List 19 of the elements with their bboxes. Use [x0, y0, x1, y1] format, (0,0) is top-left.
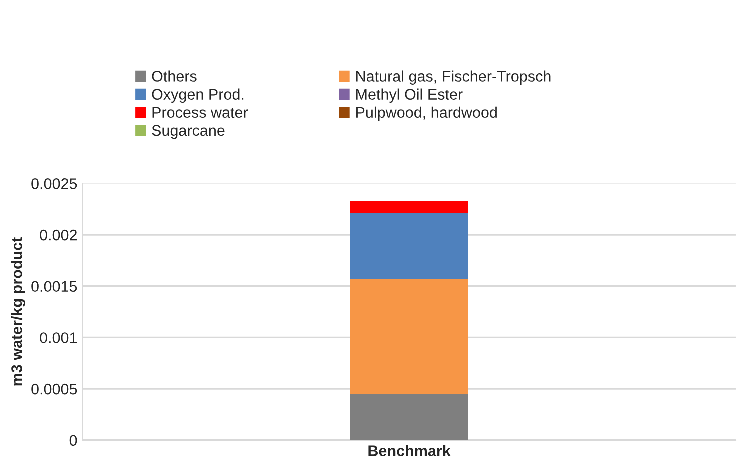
legend-label: Methyl Oil Ester — [356, 88, 463, 104]
y-axis-title: m3 water/kg product — [11, 238, 26, 386]
y-tick-label: 0.0025 — [32, 178, 78, 190]
legend-label: Process water — [152, 107, 248, 118]
legend-label: Sugarcane — [152, 125, 225, 140]
legend-label: Others — [152, 70, 197, 82]
legend-label: Natural gas, Fischer-Tropsch — [356, 70, 551, 85]
y-tick-label: 0.001 — [40, 332, 78, 344]
bar — [350, 279, 468, 394]
legend-label: Pulpwood, hardwood — [356, 106, 497, 122]
y-tick-label: 0.002 — [40, 230, 77, 241]
x-tick-label: Benchmark — [368, 445, 451, 456]
y-tick-label: 0.0015 — [32, 281, 78, 292]
y-tick-label: 0 — [70, 435, 78, 446]
legend-label: Oxygen Prod. — [152, 88, 244, 104]
bar — [350, 201, 468, 214]
y-tick-label: 0.0005 — [32, 384, 78, 395]
bar — [350, 213, 468, 280]
bar — [350, 394, 468, 440]
